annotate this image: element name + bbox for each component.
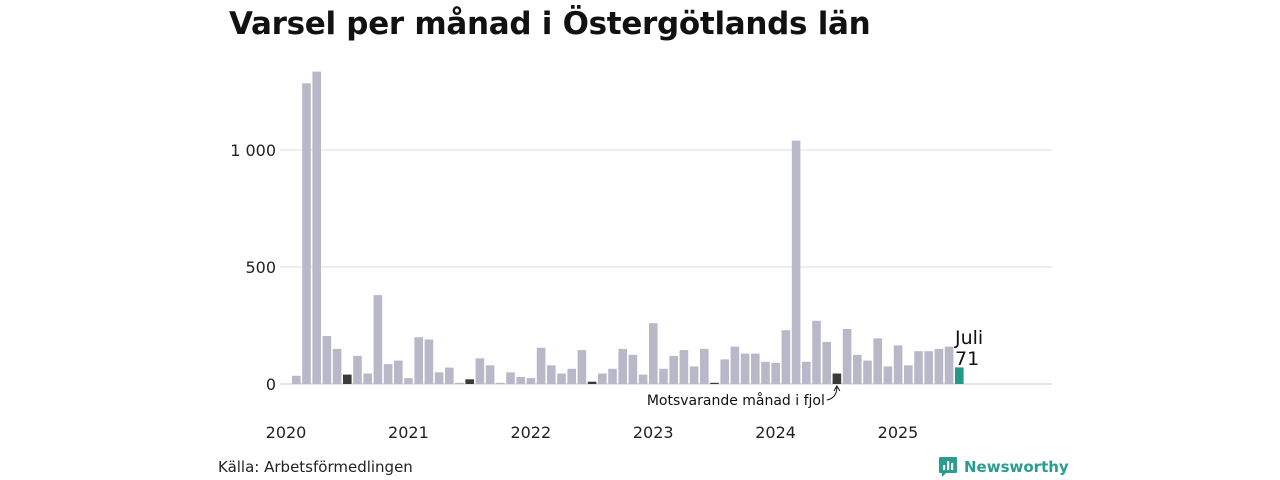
annotation-text: Motsvarande månad i fjol	[647, 392, 825, 409]
bar	[893, 345, 903, 384]
chart-title: Varsel per månad i Östergötlands län	[229, 6, 871, 42]
bar	[332, 348, 342, 384]
x-tick-label: 2021	[388, 423, 429, 442]
bar	[598, 373, 607, 384]
bar	[536, 347, 546, 384]
bar	[649, 323, 658, 384]
bar	[292, 375, 301, 384]
bar	[669, 355, 678, 384]
bar	[679, 350, 689, 384]
bar	[496, 382, 505, 384]
bar	[934, 348, 944, 384]
bar	[832, 373, 842, 384]
bar	[587, 381, 597, 384]
bar	[577, 350, 587, 384]
bar	[383, 364, 393, 384]
bar	[720, 359, 729, 384]
bar	[955, 367, 964, 384]
bar	[791, 140, 801, 384]
bar	[353, 355, 362, 384]
bar	[394, 360, 403, 384]
bar	[771, 362, 780, 384]
bar	[485, 365, 495, 384]
bar	[781, 330, 791, 384]
annotation-arrowhead	[833, 385, 841, 392]
brand-name: Newsworthy	[964, 458, 1069, 476]
x-tick-label: 2024	[755, 423, 796, 442]
bar	[506, 372, 515, 384]
bar	[822, 341, 831, 384]
bar	[883, 366, 893, 384]
bar	[373, 295, 383, 384]
bar	[547, 365, 556, 384]
bar	[526, 378, 536, 384]
bar	[730, 346, 740, 384]
bar	[863, 360, 872, 384]
bar	[761, 361, 770, 384]
bar	[414, 337, 423, 384]
bar	[853, 354, 862, 385]
source-note: Källa: Arbetsförmedlingen	[218, 458, 413, 476]
y-tick-label: 0	[266, 375, 276, 394]
x-tick-label: 2022	[510, 423, 551, 442]
bar	[710, 382, 719, 384]
bar	[455, 382, 464, 384]
bar	[618, 348, 627, 384]
bar	[608, 368, 617, 384]
bar	[751, 353, 760, 384]
bar	[689, 366, 699, 384]
bars	[292, 71, 964, 385]
bar	[924, 351, 933, 384]
bar	[312, 71, 321, 384]
y-tick-label: 1 000	[230, 141, 276, 160]
x-tick-label: 2023	[633, 423, 674, 442]
brand-logo: Newsworthy	[938, 456, 1069, 478]
annotation-arrow	[826, 386, 838, 401]
bar	[424, 339, 434, 384]
bar	[404, 378, 413, 384]
bar	[842, 329, 852, 384]
bar	[475, 358, 485, 384]
bar	[802, 361, 811, 384]
latest-value-label-text: 71	[955, 348, 979, 370]
bar	[516, 377, 525, 384]
bar	[445, 367, 454, 384]
bar	[322, 336, 332, 384]
y-axis: 0 500 1 000	[230, 141, 276, 394]
bar	[557, 373, 566, 384]
bar	[567, 368, 576, 384]
bar	[638, 374, 648, 384]
bar	[700, 348, 709, 384]
x-tick-label: 2020	[266, 423, 307, 442]
bar	[465, 379, 474, 384]
bar	[904, 365, 913, 384]
bar	[628, 354, 638, 385]
bar	[812, 320, 821, 384]
bar	[343, 374, 352, 384]
bar	[434, 372, 444, 384]
bar	[659, 368, 668, 384]
y-tick-label: 500	[245, 258, 276, 277]
x-axis: 2020 2021 2022 2023 2024 2025	[266, 423, 919, 442]
bar	[944, 346, 954, 384]
bar-chart-icon	[939, 457, 957, 477]
bar	[302, 83, 311, 385]
bar	[363, 373, 372, 384]
bar	[740, 353, 750, 384]
annotation: Motsvarande månad i fjol	[647, 385, 841, 409]
bar	[914, 351, 923, 384]
x-tick-label: 2025	[878, 423, 919, 442]
latest-month-label: Juli	[954, 327, 983, 349]
bar	[873, 338, 882, 384]
